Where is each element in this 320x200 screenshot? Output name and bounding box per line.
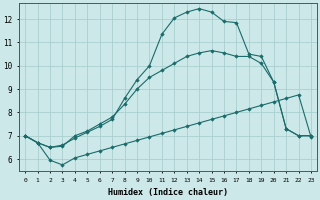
X-axis label: Humidex (Indice chaleur): Humidex (Indice chaleur) [108, 188, 228, 197]
